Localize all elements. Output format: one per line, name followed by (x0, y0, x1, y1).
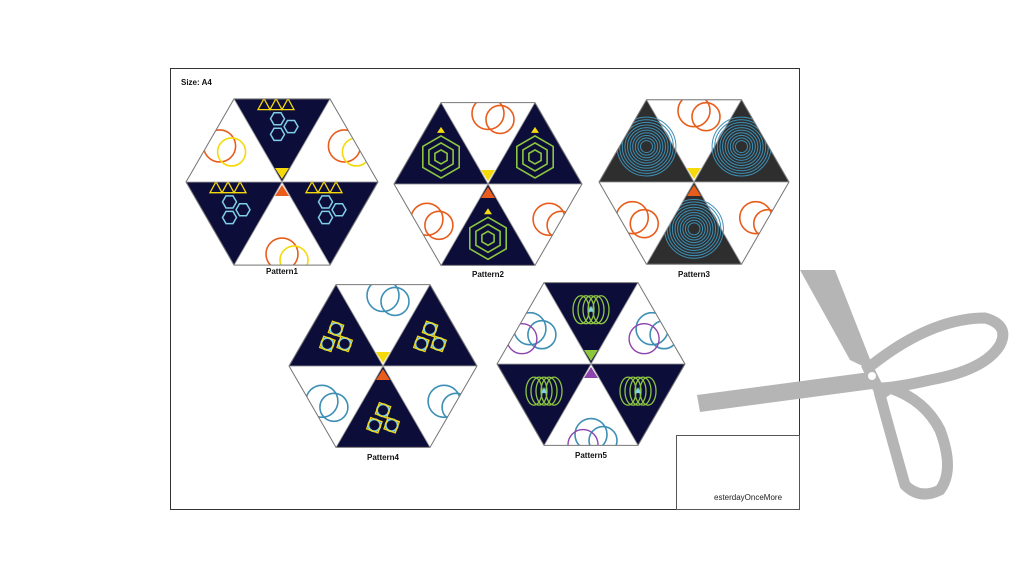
pattern2-label: Pattern2 (471, 270, 505, 279)
pattern-3-center-marks (687, 168, 701, 196)
size-label: Size: A4 (181, 78, 212, 87)
pattern-5-hexagon (496, 282, 686, 446)
pattern3-label: Pattern3 (677, 270, 711, 279)
pattern-5-center-marks (584, 350, 598, 378)
pattern-3-hexagon (598, 99, 790, 265)
pattern-4-hexagon (288, 284, 478, 448)
pattern-1-hexagon (185, 98, 379, 266)
logo-box (676, 435, 800, 510)
pattern-4-center-marks (376, 352, 390, 380)
pattern-2-center-marks (481, 170, 495, 198)
pattern-1-center-marks (275, 168, 289, 196)
pattern4-label: Pattern4 (366, 453, 400, 462)
pattern5-label: Pattern5 (574, 451, 608, 460)
logo-text: esterdayOnceMore (714, 493, 783, 502)
pattern-2-hexagon (393, 102, 583, 266)
scissors-icon (697, 270, 1009, 500)
pattern1-label: Pattern1 (265, 267, 299, 276)
